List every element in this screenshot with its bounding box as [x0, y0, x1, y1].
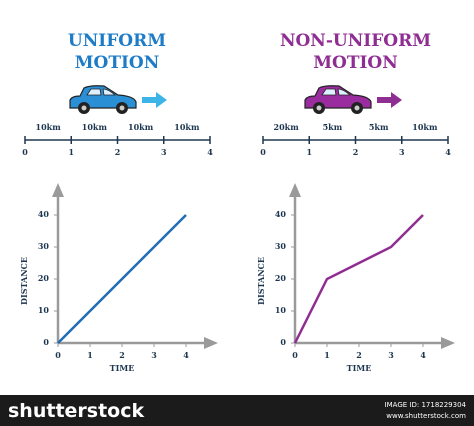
y-tick-label: 10	[38, 305, 50, 315]
y-tick-label: 40	[38, 209, 50, 219]
footer-url: www.shutterstock.com	[386, 412, 466, 420]
x-tick-label: 0	[292, 350, 298, 360]
track-tick-label: 2	[115, 147, 121, 157]
segment-label: 10km	[412, 122, 438, 132]
x-axis-label: TIME	[347, 363, 372, 373]
motion-arrow	[142, 92, 167, 108]
y-tick-label: 30	[275, 241, 287, 251]
car-hub	[119, 105, 125, 111]
car-hub	[81, 105, 87, 111]
y-tick-label: 20	[275, 273, 287, 283]
y-axis-label: DISTANCE	[19, 257, 29, 305]
car	[69, 85, 167, 114]
track-tick-label: 4	[445, 147, 451, 157]
y-tick-label: 40	[275, 209, 287, 219]
x-tick-label: 1	[87, 350, 93, 360]
y-tick-label: 20	[38, 273, 50, 283]
x-tick-label: 2	[356, 350, 362, 360]
x-tick-label: 4	[420, 350, 426, 360]
series-line	[57, 214, 187, 344]
car-window	[321, 88, 352, 96]
track-tick-label: 0	[22, 147, 28, 157]
x-tick-label: 0	[55, 350, 61, 360]
segment-label: 5km	[369, 122, 389, 132]
car-body	[304, 85, 372, 109]
track-tick-label: 1	[306, 147, 312, 157]
y-axis-label: DISTANCE	[256, 257, 266, 305]
segment-label: 20km	[274, 122, 300, 132]
track-tick-label: 3	[399, 147, 405, 157]
track-tick-label: 0	[260, 147, 266, 157]
car-hub	[354, 105, 360, 111]
series-line	[293, 214, 424, 344]
x-axis-arrow	[441, 337, 455, 349]
chart-title: UNIFORM MOTION	[67, 31, 167, 73]
footer-image-id: IMAGE ID: 1718229304	[384, 401, 466, 409]
x-tick-label: 3	[388, 350, 394, 360]
track-tick-label: 3	[161, 147, 167, 157]
car-window	[86, 88, 117, 96]
car	[304, 85, 402, 114]
motion-arrow	[377, 92, 402, 108]
car-hub	[316, 105, 322, 111]
track-tick-label: 2	[353, 147, 359, 157]
footer-brand: shutterstock	[8, 400, 145, 422]
x-axis-label: TIME	[110, 363, 135, 373]
y-tick-label: 10	[275, 305, 287, 315]
track-tick-label: 1	[68, 147, 74, 157]
x-axis-arrow	[204, 337, 218, 349]
y-tick-label: 0	[43, 337, 49, 347]
footer-bar	[0, 395, 474, 426]
segment-label: 10km	[174, 122, 200, 132]
y-axis-arrow	[52, 183, 64, 197]
chart-title: NON-UNIFORM MOTION	[279, 31, 432, 73]
car-body	[69, 85, 137, 109]
segment-label: 10km	[128, 122, 154, 132]
track-tick-label: 4	[207, 147, 213, 157]
segment-label: 10km	[36, 122, 62, 132]
x-tick-label: 1	[324, 350, 330, 360]
y-tick-label: 0	[280, 337, 286, 347]
y-tick-label: 30	[38, 241, 50, 251]
y-axis-arrow	[289, 183, 301, 197]
x-tick-label: 4	[183, 350, 189, 360]
segment-label: 5km	[323, 122, 343, 132]
x-tick-label: 3	[151, 350, 157, 360]
x-tick-label: 2	[119, 350, 125, 360]
segment-label: 10km	[82, 122, 108, 132]
